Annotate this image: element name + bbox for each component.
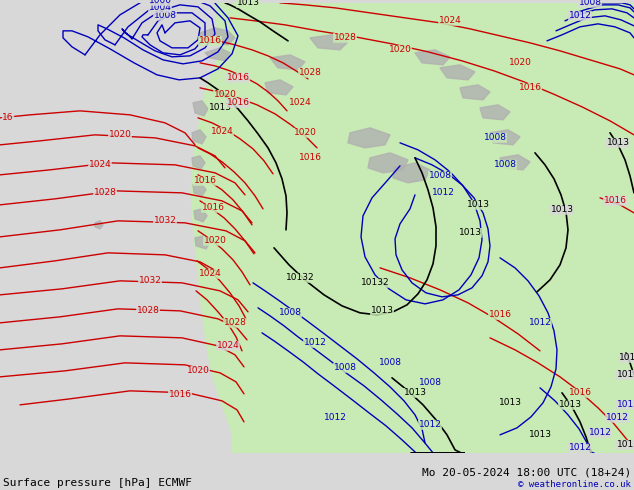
Text: 1013: 1013 [616,441,634,449]
Text: 1016: 1016 [226,74,250,82]
Polygon shape [440,65,475,80]
Polygon shape [368,153,408,173]
Polygon shape [95,221,103,229]
Text: 1016: 1016 [193,176,216,185]
Polygon shape [310,35,348,50]
Text: 1020: 1020 [204,236,226,245]
Text: 1012: 1012 [588,428,611,438]
Text: 1028: 1028 [299,68,321,77]
Text: 1008: 1008 [153,11,176,21]
Text: 1032: 1032 [139,276,162,285]
Text: 1020: 1020 [508,58,531,67]
Polygon shape [490,130,520,145]
Text: 1020: 1020 [214,90,236,99]
Text: 1013: 1013 [559,400,581,409]
Text: 1024: 1024 [89,160,112,170]
Polygon shape [265,80,293,95]
Text: 1012: 1012 [569,443,592,452]
Text: 1012: 1012 [569,11,592,21]
Text: 1013: 1013 [403,389,427,397]
Text: 1016: 1016 [569,389,592,397]
Polygon shape [460,85,490,100]
Text: 10132: 10132 [286,273,314,282]
Text: 1012: 1012 [529,318,552,327]
Polygon shape [191,3,634,453]
Text: 1024: 1024 [198,270,221,278]
Polygon shape [200,28,235,45]
Polygon shape [193,183,206,196]
Text: 1008: 1008 [493,160,517,170]
Polygon shape [192,156,205,169]
Text: 1012: 1012 [605,414,628,422]
Polygon shape [193,101,208,116]
Text: 1028: 1028 [136,306,159,316]
Text: 1016: 1016 [202,203,224,212]
Text: 1020: 1020 [186,367,209,375]
Polygon shape [480,105,510,120]
Text: 1008: 1008 [378,358,401,368]
Polygon shape [393,163,430,183]
Text: Surface pressure [hPa] ECMWF: Surface pressure [hPa] ECMWF [3,478,192,488]
Text: 1008: 1008 [429,172,451,180]
Text: 1012: 1012 [304,339,327,347]
Polygon shape [415,50,450,65]
Text: 1016: 1016 [299,153,321,162]
Text: 1028: 1028 [224,318,247,327]
Polygon shape [194,209,207,222]
Polygon shape [348,128,390,148]
Text: Mo 20-05-2024 18:00 UTC (18+24): Mo 20-05-2024 18:00 UTC (18+24) [422,468,631,478]
Text: 1013: 1013 [209,103,231,112]
Text: 1020: 1020 [108,130,131,139]
Text: 1008: 1008 [578,0,602,7]
Text: 1013: 1013 [529,430,552,440]
Text: 1012: 1012 [418,420,441,429]
Text: 1028: 1028 [94,188,117,197]
Text: 1012: 1012 [432,188,455,197]
Polygon shape [270,55,305,70]
Text: 1008: 1008 [333,364,356,372]
Text: 1016: 1016 [519,83,541,92]
Text: 1024: 1024 [210,127,233,136]
Text: 16: 16 [3,113,14,122]
Text: 1008: 1008 [418,378,441,388]
Text: 101: 101 [619,353,634,362]
Text: 1008: 1008 [278,308,302,318]
Text: 1028: 1028 [333,33,356,42]
Text: 1016: 1016 [169,391,191,399]
Text: 1016: 1016 [604,196,626,205]
Text: 1016: 1016 [489,310,512,319]
Text: © weatheronline.co.uk: © weatheronline.co.uk [518,480,631,489]
Text: 10132: 10132 [361,278,389,287]
Text: 1000: 1000 [148,0,172,5]
Text: 1012: 1012 [323,414,346,422]
Text: 1013: 1013 [370,306,394,316]
Text: 1032: 1032 [153,217,176,225]
Text: 1016: 1016 [226,98,250,107]
Polygon shape [195,236,210,249]
Text: 1004: 1004 [148,3,171,12]
Text: 1024: 1024 [217,342,240,350]
Polygon shape [500,155,530,170]
Text: 1008: 1008 [484,133,507,143]
Text: 1024: 1024 [439,16,462,25]
Text: 1024: 1024 [288,98,311,107]
Text: 1012: 1012 [616,400,634,409]
Text: 1013: 1013 [550,205,574,214]
Text: 1016: 1016 [198,36,221,46]
Text: 1020: 1020 [389,46,411,54]
Text: 1012: 1012 [616,370,634,379]
Polygon shape [192,130,206,144]
Text: 1020: 1020 [294,128,316,137]
Text: 1013: 1013 [458,228,481,237]
Text: 1013: 1013 [236,0,259,7]
Text: 1013: 1013 [607,138,630,147]
Text: 1013: 1013 [498,398,522,407]
Polygon shape [205,48,230,61]
Text: 1013: 1013 [467,200,489,209]
